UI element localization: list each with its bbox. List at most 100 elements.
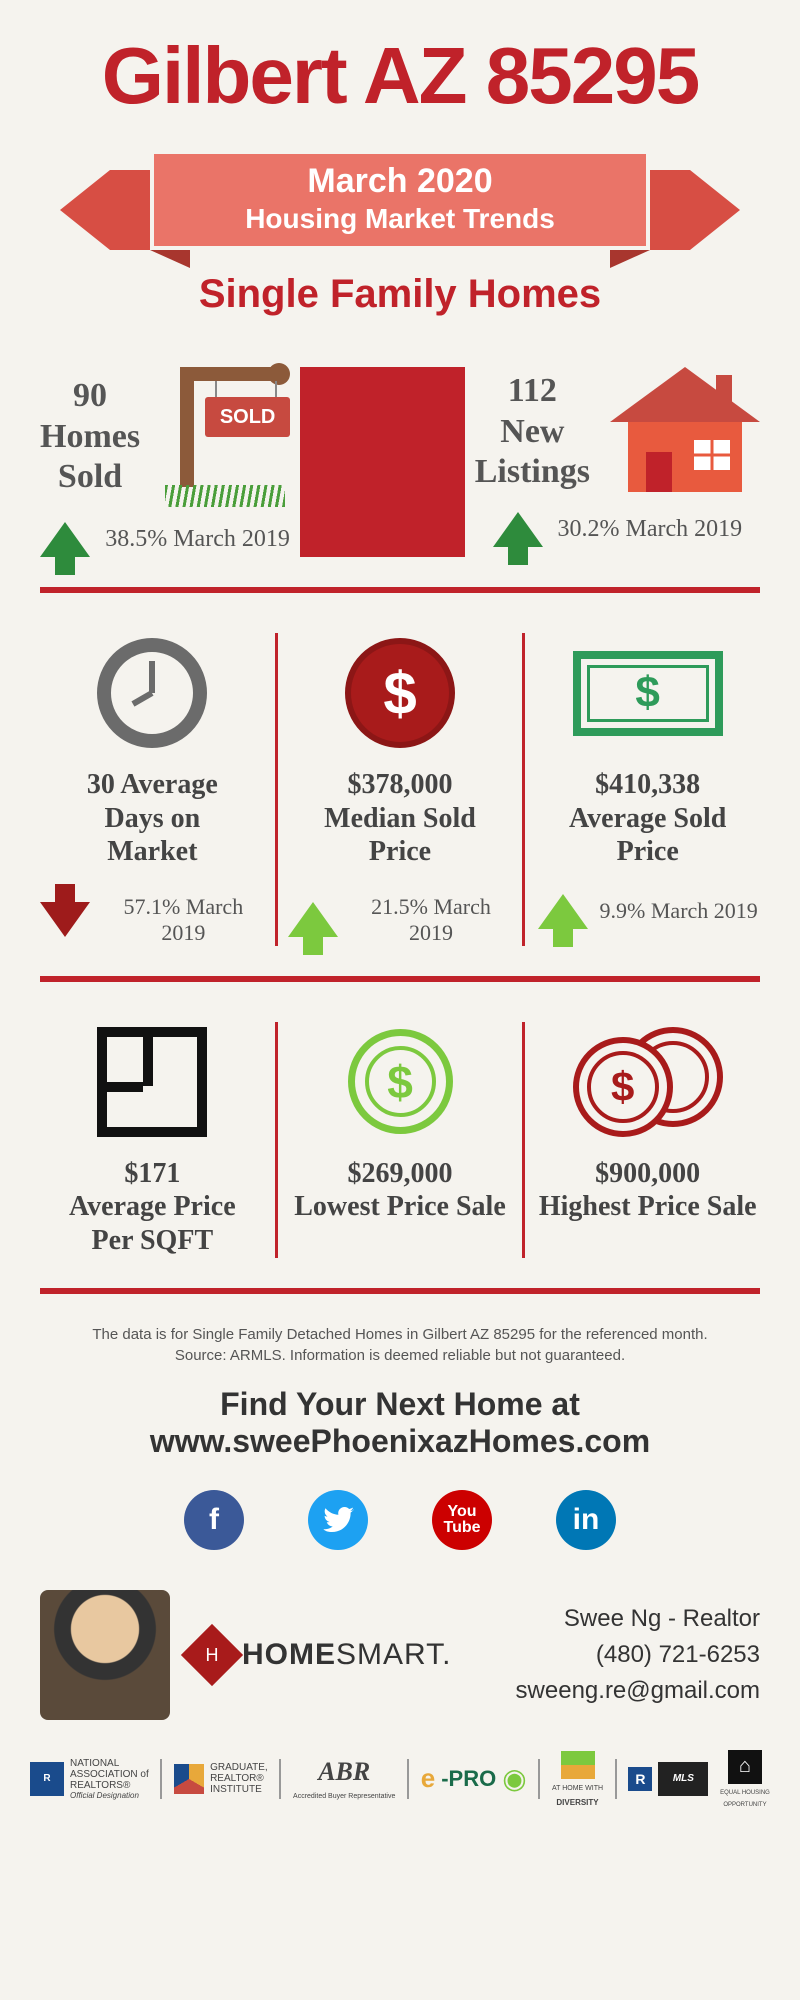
gri-l3: INSTITUTE: [210, 1784, 268, 1795]
homes-sold-pct: 38.5% March 2019: [105, 526, 290, 553]
high-line2: Highest Price Sale: [535, 1190, 760, 1224]
avg-pct: 9.9% March 2019: [600, 898, 758, 924]
contact-phone[interactable]: (480) 721-6253: [516, 1637, 760, 1673]
dollar-circle-icon: $: [345, 638, 455, 748]
homes-sold-block: 90 Homes Sold SOLD 38.5% March 2019: [40, 367, 290, 557]
vertical-divider: [522, 1022, 525, 1258]
house-icon: [610, 367, 760, 497]
median-line1: $378,000: [288, 768, 513, 802]
yt-text2: Tube: [443, 1520, 480, 1536]
avg-line1: $410,338: [535, 768, 760, 802]
new-listings-pct: 30.2% March 2019: [558, 516, 743, 543]
avg-line3: Price: [535, 835, 760, 869]
sold-label: SOLD: [205, 397, 290, 437]
sqft-line3: Per SQFT: [40, 1224, 265, 1258]
new-listings-value: 112: [475, 371, 590, 412]
youtube-icon[interactable]: You Tube: [432, 1490, 492, 1550]
cta-url[interactable]: www.sweePhoenixazHomes.com: [0, 1423, 800, 1460]
twitter-icon[interactable]: [308, 1490, 368, 1550]
ribbon-subtitle: Housing Market Trends: [154, 203, 646, 235]
diversity-cert: AT HOME WITH DIVERSITY: [552, 1751, 603, 1807]
abr-cert: ABR Accredited Buyer Representative: [293, 1757, 395, 1800]
contact-name: Swee Ng - Realtor: [516, 1601, 760, 1637]
mls-label: MLS: [658, 1762, 708, 1796]
horizontal-divider: [40, 976, 760, 982]
horizontal-divider: [40, 1288, 760, 1294]
sold-sign-icon: SOLD: [160, 367, 290, 507]
low-line1: $269,000: [288, 1157, 513, 1191]
coin-outline-icon: $: [348, 1029, 453, 1134]
sqft-line1: $171: [40, 1157, 265, 1191]
div-l2: DIVERSITY: [556, 1798, 598, 1807]
nar-cert: R NATIONAL ASSOCIATION of REALTORS® Offi…: [30, 1758, 149, 1800]
new-listings-label2: Listings: [475, 452, 590, 493]
dom-pct: 57.1% March 2019: [102, 894, 265, 946]
low-line2: Lowest Price Sale: [288, 1190, 513, 1224]
epro-cert: e-PRO◉: [421, 1762, 527, 1795]
abr-label: Accredited Buyer Representative: [293, 1793, 395, 1800]
nar-l2: ASSOCIATION of: [70, 1769, 149, 1780]
new-listings-label1: New: [475, 412, 590, 453]
days-on-market-block: 30 Average Days on Market 57.1% March 20…: [40, 633, 265, 946]
facebook-icon[interactable]: f: [184, 1490, 244, 1550]
brand-name1: HOME: [242, 1638, 336, 1671]
high-line1: $900,000: [535, 1157, 760, 1191]
median-pct: 21.5% March 2019: [350, 894, 513, 946]
homes-sold-label1: Homes: [40, 417, 140, 458]
main-title: Gilbert AZ 85295: [0, 0, 800, 132]
vertical-divider: [275, 1022, 278, 1258]
equal-housing-cert: ⌂ EQUAL HOUSING OPPORTUNITY: [720, 1750, 770, 1808]
nar-l4: Official Designation: [70, 1791, 149, 1800]
epro-label: -PRO: [441, 1766, 496, 1792]
contact-email[interactable]: sweeng.re@gmail.com: [516, 1673, 760, 1709]
ribbon-month: March 2020: [154, 162, 646, 201]
clock-icon: [97, 638, 207, 748]
homes-sold-value: 90: [40, 376, 140, 417]
new-listings-block: 112 New Listings 30.2% March 2019: [475, 367, 760, 547]
lowest-price-block: $ $269,000 Lowest Price Sale: [288, 1022, 513, 1258]
cash-icon: $: [573, 651, 723, 736]
eq-l2: OPPORTUNITY: [723, 1802, 766, 1808]
vertical-divider: [300, 367, 465, 557]
median-price-block: $ $378,000 Median Sold Price 21.5% March…: [288, 633, 513, 946]
certifications-row: R NATIONAL ASSOCIATION of REALTORS® Offi…: [0, 1740, 800, 1838]
fine-print-1: The data is for Single Family Detached H…: [60, 1324, 740, 1345]
homes-sold-label2: Sold: [40, 457, 140, 498]
fine-print-2: Source: ARMLS. Information is deemed rel…: [60, 1345, 740, 1366]
dom-line3: Market: [40, 835, 265, 869]
vertical-divider: [522, 633, 525, 946]
up-arrow-icon: [40, 522, 90, 557]
up-arrow-icon: [538, 894, 588, 929]
highest-price-block: $ $900,000 Highest Price Sale: [535, 1022, 760, 1258]
div-l1: AT HOME WITH: [552, 1785, 603, 1792]
sqft-line2: Average Price: [40, 1190, 265, 1224]
yt-text1: You: [447, 1504, 476, 1520]
social-icons: f You Tube in: [0, 1480, 800, 1580]
up-arrow-icon: [288, 902, 338, 937]
homesmart-icon: H: [181, 1623, 243, 1685]
gri-l2: REALTOR®: [210, 1773, 268, 1784]
mls-cert: R MLS: [628, 1762, 708, 1796]
eq-l1: EQUAL HOUSING: [720, 1790, 770, 1796]
avg-line2: Average Sold: [535, 802, 760, 836]
horizontal-divider: [40, 587, 760, 593]
median-line3: Price: [288, 835, 513, 869]
cta-line1: Find Your Next Home at: [0, 1386, 800, 1423]
coins-icon: $: [573, 1027, 723, 1137]
nar-l1: NATIONAL: [70, 1758, 149, 1769]
gri-l1: GRADUATE,: [210, 1762, 268, 1773]
linkedin-icon[interactable]: in: [556, 1490, 616, 1550]
floorplan-icon: [97, 1027, 207, 1137]
brand-name2: SMART: [336, 1638, 442, 1671]
nar-l3: REALTORS®: [70, 1780, 149, 1791]
brand-logo-block: H HOMESMART.: [190, 1633, 451, 1677]
median-line2: Median Sold: [288, 802, 513, 836]
vertical-divider: [275, 633, 278, 946]
dom-line1: 30 Average: [40, 768, 265, 802]
avg-price-block: $ $410,338 Average Sold Price 9.9% March…: [535, 633, 760, 946]
up-arrow-icon: [493, 512, 543, 547]
price-sqft-block: $171 Average Price Per SQFT: [40, 1022, 265, 1258]
down-arrow-icon: [40, 902, 90, 937]
dom-line2: Days on: [40, 802, 265, 836]
gri-cert: GRADUATE, REALTOR® INSTITUTE: [174, 1762, 268, 1795]
